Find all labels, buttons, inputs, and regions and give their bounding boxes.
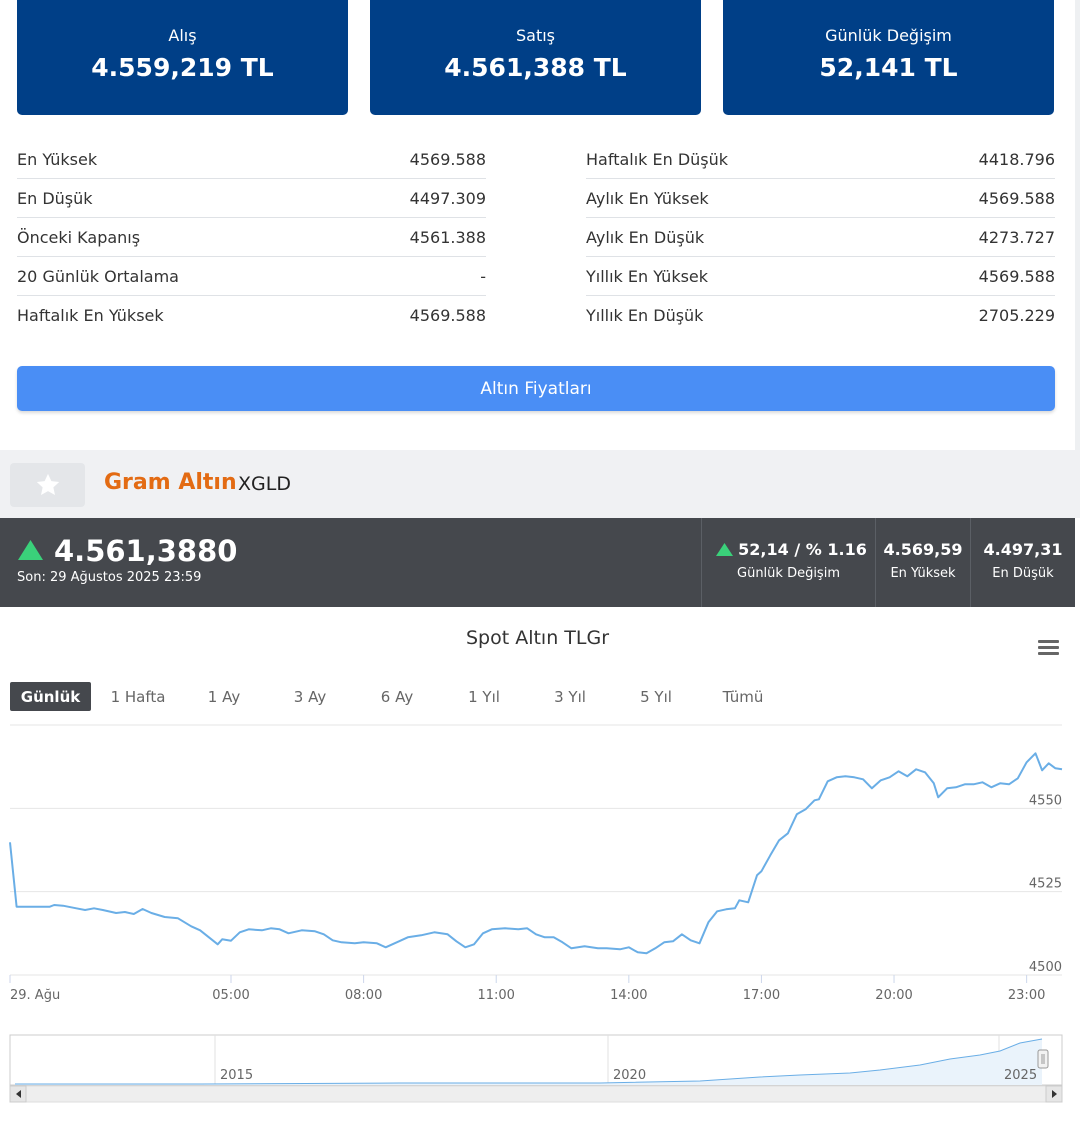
- stat-label: Yıllık En Yüksek: [586, 266, 709, 286]
- stat-row: Aylık En Yüksek 4569.588: [586, 179, 1055, 218]
- stats-table-left: En Yüksek 4569.588 En Düşük 4497.309 Öncek…: [17, 140, 486, 335]
- low-label: En Düşük: [992, 566, 1054, 581]
- instrument-name: Gram Altın: [104, 470, 237, 495]
- range-tab-1-year[interactable]: 1 Yıl: [468, 687, 500, 706]
- x-tick-label: 29. Ağu: [10, 988, 60, 1003]
- buy-value: 4.559,219 TL: [91, 53, 274, 82]
- range-tab-1-week[interactable]: 1 Hafta: [110, 687, 166, 706]
- navigator-area: [15, 1039, 1042, 1085]
- daily-change-label: Günlük Değişim: [737, 566, 840, 581]
- x-tick-label: 17:00: [743, 988, 780, 1003]
- range-tab-daily[interactable]: Günlük: [10, 682, 91, 711]
- quote-bar: 4.561,3880 Son: 29 Ağustos 2025 23:59 52…: [0, 518, 1075, 607]
- stat-value: -: [480, 266, 486, 286]
- range-tab-3-months[interactable]: 3 Ay: [293, 687, 327, 706]
- up-arrow-icon: [18, 540, 43, 560]
- scroll-right-arrow-icon: [1052, 1090, 1057, 1098]
- price-summary-panel: Alış 4.559,219 TL Satış 4.561,388 TL Gün…: [0, 0, 1075, 450]
- scroll-left-arrow-icon: [16, 1090, 21, 1098]
- navigator-year-label: 2020: [613, 1068, 646, 1083]
- x-tick-label: 20:00: [875, 988, 912, 1003]
- buy-price-card: Alış 4.559,219 TL: [17, 0, 348, 115]
- up-arrow-small-icon: [716, 543, 733, 556]
- range-tab-3-years[interactable]: 3 Yıl: [554, 687, 586, 706]
- last-update-time: Son: 29 Ağustos 2025 23:59: [17, 570, 202, 585]
- high-label: En Yüksek: [890, 566, 956, 581]
- stat-row: Yıllık En Düşük 2705.229: [586, 296, 1055, 335]
- chart-navigator[interactable]: 2015 2020 2025: [0, 607, 1075, 1121]
- menu-icon[interactable]: [1038, 640, 1059, 656]
- range-tab-all[interactable]: Tümü: [722, 687, 764, 706]
- star-icon: [36, 473, 59, 496]
- stat-label: Önceki Kapanış: [17, 227, 141, 247]
- buy-label: Alış: [168, 26, 197, 45]
- high-cell: 4.569,59 En Yüksek: [875, 518, 970, 607]
- x-tick-label: 05:00: [212, 988, 249, 1003]
- daily-change-card: Günlük Değişim 52,141 TL: [723, 0, 1054, 115]
- scroll-edge: [1075, 0, 1080, 450]
- stat-label: Haftalık En Düşük: [586, 149, 729, 169]
- stat-label: Aylık En Düşük: [586, 227, 705, 247]
- stat-value: 4569.588: [409, 149, 486, 169]
- navigator-year-label: 2025: [1004, 1068, 1037, 1083]
- y-tick-label: 4500: [1029, 960, 1062, 975]
- high-value: 4.569,59: [883, 540, 963, 559]
- sell-label: Satış: [515, 26, 555, 45]
- sell-price-card: Satış 4.561,388 TL: [370, 0, 701, 115]
- stat-value: 4418.796: [978, 149, 1055, 169]
- gold-prices-button[interactable]: Altın Fiyatları: [17, 366, 1055, 411]
- stat-label: Aylık En Yüksek: [586, 188, 709, 208]
- stat-row: En Düşük 4497.309: [17, 179, 486, 218]
- stat-row: Haftalık En Düşük 4418.796: [586, 140, 1055, 179]
- price-line-chart[interactable]: 4500 4525 4550 29. Ağu 05:00 08:00 11:00 14:00 1…: [0, 607, 1075, 1121]
- range-tab-1-month[interactable]: 1 Ay: [207, 687, 241, 706]
- navigator-year-label: 2015: [220, 1068, 253, 1083]
- chart-title: Spot Altın TLGr: [465, 627, 610, 649]
- stat-value: 4497.309: [409, 188, 486, 208]
- x-tick-label: 08:00: [345, 988, 382, 1003]
- instrument-bar: Gram Altın XGLD: [0, 450, 1080, 518]
- range-tab-5-years[interactable]: 5 Yıl: [640, 687, 672, 706]
- stat-value: 4561.388: [409, 227, 486, 247]
- price-series-line: [9, 752, 1063, 955]
- daily-change-label: Günlük Değişim: [825, 26, 952, 45]
- low-value: 4.497,31: [983, 540, 1063, 559]
- daily-change-value: 52,141 TL: [819, 53, 958, 82]
- navigator-handle[interactable]: [1037, 1049, 1049, 1069]
- instrument-code: XGLD: [238, 473, 291, 495]
- low-cell: 4.497,31 En Düşük: [970, 518, 1075, 607]
- range-tab-6-months[interactable]: 6 Ay: [380, 687, 414, 706]
- horizontal-scrollbar[interactable]: [9, 1085, 1063, 1103]
- stat-row: 20 Günlük Ortalama -: [17, 257, 486, 296]
- stat-value: 2705.229: [978, 306, 1055, 325]
- y-tick-label: 4525: [1029, 877, 1062, 892]
- stat-row: En Yüksek 4569.588: [17, 140, 486, 179]
- stat-label: En Yüksek: [17, 149, 98, 169]
- stats-table-right: Haftalık En Düşük 4418.796 Aylık En Yükse…: [586, 140, 1055, 335]
- stat-row: Haftalık En Yüksek 4569.588: [17, 296, 486, 335]
- stat-row: Aylık En Düşük 4273.727: [586, 218, 1055, 257]
- stat-value: 4273.727: [978, 227, 1055, 247]
- y-tick-label: 4550: [1029, 793, 1062, 808]
- navigator-line: [15, 1038, 1043, 1085]
- stat-value: 4569.588: [978, 266, 1055, 286]
- x-tick-label: 14:00: [610, 988, 647, 1003]
- favorite-button[interactable]: [10, 463, 85, 507]
- stat-label: En Düşük: [17, 188, 93, 208]
- stat-label: Haftalık En Yüksek: [17, 306, 164, 325]
- sell-value: 4.561,388 TL: [444, 53, 627, 82]
- daily-change-value: 52,14 / % 1.16: [738, 540, 867, 559]
- stat-label: Yıllık En Düşük: [586, 306, 704, 325]
- stat-row: Yıllık En Yüksek 4569.588: [586, 257, 1055, 296]
- stat-row: Önceki Kapanış 4561.388: [17, 218, 486, 257]
- x-tick-label: 11:00: [477, 988, 514, 1003]
- stat-label: 20 Günlük Ortalama: [17, 266, 179, 286]
- chart-area: Spot Altın TLGr Günlük 1 Hafta 1 Ay 3 Ay…: [0, 607, 1075, 1121]
- stat-value: 4569.588: [978, 188, 1055, 208]
- daily-change-cell: 52,14 / % 1.16 Günlük Değişim: [701, 518, 875, 607]
- x-tick-label: 23:00: [1008, 988, 1045, 1003]
- stat-value: 4569.588: [409, 306, 486, 325]
- last-price: 4.561,3880: [54, 534, 238, 568]
